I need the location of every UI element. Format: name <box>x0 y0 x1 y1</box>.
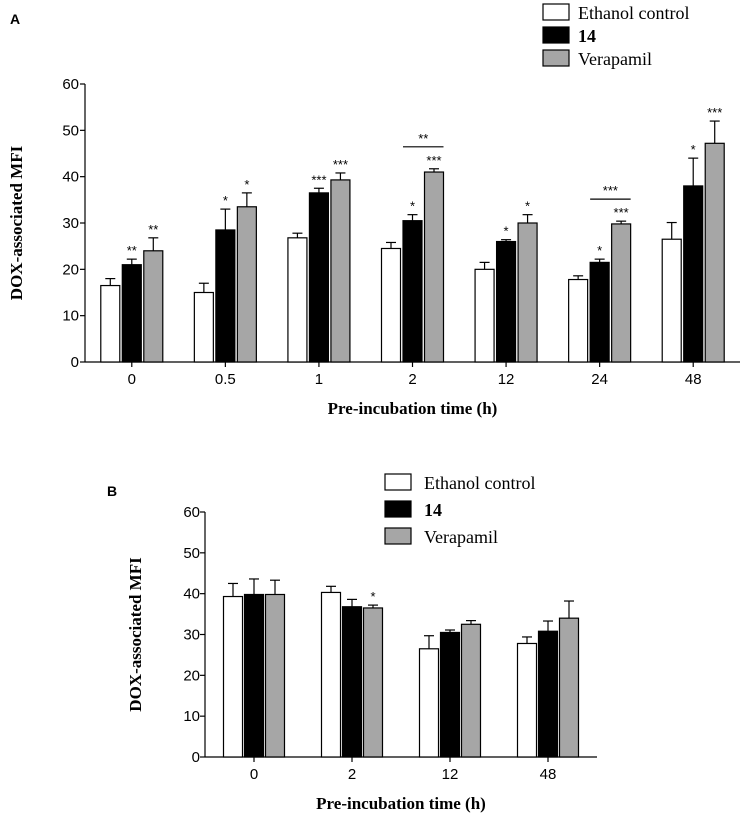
y-tick-label: 10 <box>62 308 79 325</box>
bar-compound-14 <box>341 606 363 758</box>
x-tick-label: 48 <box>685 371 702 388</box>
bar-ethanol-control <box>568 278 589 363</box>
y-axis-label: DOX-associated MFI <box>7 145 26 300</box>
bar-compound-14 <box>215 229 236 363</box>
bar-ethanol-control <box>661 238 682 363</box>
comparison-marker: ** <box>418 131 428 146</box>
y-tick-label: 30 <box>183 627 200 644</box>
bar-compound-14 <box>121 264 142 363</box>
x-tick-label: 24 <box>591 371 608 388</box>
legend-label-verapamil: Verapamil <box>424 527 498 547</box>
bar-ethanol-control <box>320 591 342 758</box>
x-tick-label: 12 <box>442 766 459 783</box>
y-axis-label: DOX-associated MFI <box>126 557 145 712</box>
legend: Ethanol control 14 Verapamil <box>542 3 689 69</box>
bar-ethanol-control <box>193 291 214 363</box>
significance-marker: ** <box>127 243 137 258</box>
y-tick-label: 40 <box>183 586 200 603</box>
bar-compound-14 <box>537 630 559 758</box>
x-tick-label: 2 <box>408 371 416 388</box>
y-tick-label: 10 <box>183 708 200 725</box>
bar-verapamil <box>704 142 725 363</box>
significance-marker: *** <box>333 157 348 172</box>
significance-marker: * <box>223 193 228 208</box>
legend-label-compound-14: 14 <box>424 500 442 520</box>
bar-ethanol-control <box>100 284 121 363</box>
x-tick-label: 1 <box>315 371 323 388</box>
significance-marker: * <box>370 589 375 604</box>
significance-marker: * <box>691 142 696 157</box>
y-tick-label: 60 <box>183 504 200 521</box>
x-tick-label: 0 <box>250 766 258 783</box>
bar-verapamil <box>558 617 580 758</box>
bar-verapamil <box>611 223 632 363</box>
y-tick-label: 50 <box>62 122 79 139</box>
legend-label-ethanol-control: Ethanol control <box>424 473 535 493</box>
comparison-marker: *** <box>603 183 618 198</box>
significance-marker: *** <box>707 105 722 120</box>
y-tick-label: 20 <box>62 261 79 278</box>
significance-marker: * <box>410 199 415 214</box>
legend-swatch-verapamil <box>384 527 412 545</box>
bar-verapamil <box>236 206 257 363</box>
legend-swatch-ethanol-control <box>542 3 570 21</box>
bar-compound-14 <box>439 631 461 758</box>
bar-ethanol-control <box>474 268 495 363</box>
y-tick-label: 30 <box>62 215 79 232</box>
x-axis-label: Pre-incubation time (h) <box>328 399 498 418</box>
legend-swatch-verapamil <box>542 49 570 67</box>
panel-label: B <box>107 483 117 499</box>
bar-compound-14 <box>589 261 610 363</box>
bar-verapamil <box>264 593 286 758</box>
x-tick-label: 0.5 <box>215 371 236 388</box>
bar-verapamil <box>143 250 164 363</box>
bar-verapamil <box>330 179 351 363</box>
legend-swatch-compound-14 <box>384 500 412 518</box>
significance-marker: *** <box>311 172 326 187</box>
panel-label: A <box>10 11 20 27</box>
legend-swatch-compound-14 <box>542 26 570 44</box>
significance-marker: * <box>504 224 509 239</box>
bar-compound-14 <box>402 220 423 363</box>
y-tick-label: 0 <box>71 354 79 371</box>
x-tick-label: 2 <box>348 766 356 783</box>
y-tick-label: 40 <box>62 169 79 186</box>
bar-compound-14 <box>308 192 330 363</box>
x-tick-label: 48 <box>540 766 557 783</box>
x-tick-label: 0 <box>128 371 136 388</box>
y-tick-label: 20 <box>183 667 200 684</box>
bar-compound-14 <box>243 593 265 758</box>
significance-marker: * <box>525 199 530 214</box>
significance-marker: ** <box>148 222 158 237</box>
bar-ethanol-control <box>287 237 308 363</box>
bar-ethanol-control <box>222 595 244 758</box>
bar-ethanol-control <box>418 648 440 758</box>
bar-verapamil <box>460 623 482 758</box>
significance-marker: * <box>597 243 602 258</box>
significance-marker: * <box>244 177 249 192</box>
y-tick-label: 50 <box>183 545 200 562</box>
bar-compound-14 <box>683 185 704 363</box>
legend-label-compound-14: 14 <box>578 26 596 46</box>
bar-verapamil <box>517 222 538 363</box>
bar-ethanol-control <box>380 247 402 363</box>
bar-verapamil <box>423 171 445 363</box>
y-tick-label: 60 <box>62 76 79 93</box>
y-tick-label: 0 <box>192 749 200 766</box>
bar-compound-14 <box>495 240 517 363</box>
bar-verapamil <box>362 607 384 758</box>
legend-label-verapamil: Verapamil <box>578 49 652 69</box>
significance-marker: *** <box>426 153 441 168</box>
bar-ethanol-control <box>516 642 538 758</box>
legend-swatch-ethanol-control <box>384 473 412 491</box>
legend: Ethanol control 14 Verapamil <box>384 473 535 547</box>
significance-marker: *** <box>614 205 629 220</box>
legend-label-ethanol-control: Ethanol control <box>578 3 689 23</box>
x-tick-label: 12 <box>498 371 515 388</box>
x-axis-label: Pre-incubation time (h) <box>316 794 486 813</box>
